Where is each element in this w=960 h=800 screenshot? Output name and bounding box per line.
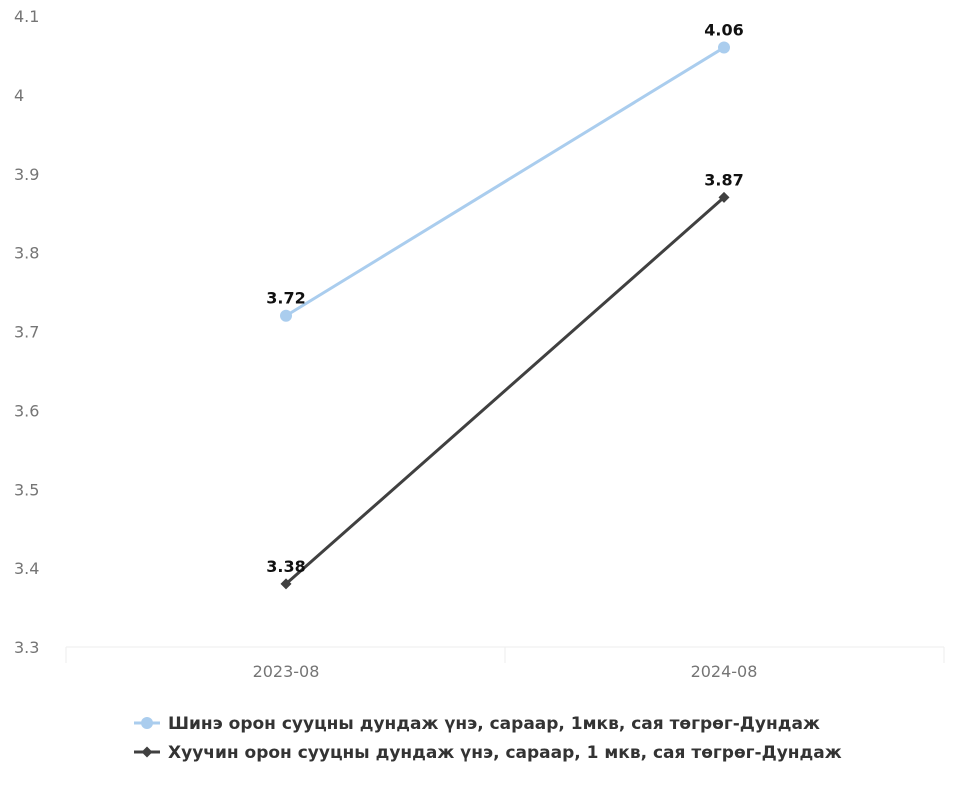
y-tick-label: 3.5	[14, 480, 39, 499]
chart-axes: 3.3 3.4 3.5 3.6 3.7 3.8 3.9 4 4.1 2023-08 2024-08	[14, 7, 945, 681]
data-point[interactable]	[718, 41, 730, 54]
y-tick-label: 3.3	[14, 638, 39, 657]
series-line[interactable]	[285, 196, 725, 586]
y-tick-label: 3.9	[14, 165, 39, 184]
y-tick-label: 3.6	[14, 401, 39, 420]
data-label: 3.72	[266, 289, 305, 308]
data-point[interactable]	[280, 309, 292, 322]
y-tick-label: 3.8	[14, 244, 39, 263]
legend-item-1[interactable]: Шинэ орон сууцны дундаж үнэ, сараар, 1мк…	[134, 714, 820, 734]
data-label: 4.06	[704, 21, 743, 40]
data-point[interactable]	[718, 191, 730, 203]
series-2: 3.38 3.87	[266, 170, 744, 590]
legend-marker[interactable]	[141, 746, 153, 758]
chart-series: 3.72 4.06 3.38 3.87	[266, 21, 744, 590]
legend-marker[interactable]	[141, 717, 153, 729]
chart-legend[interactable]: Шинэ орон сууцны дундаж үнэ, сараар, 1мк…	[134, 714, 842, 763]
legend-label: Шинэ орон сууцны дундаж үнэ, сараар, 1мк…	[168, 714, 820, 734]
y-tick-label: 4	[14, 86, 24, 105]
legend-label: Хуучин орон сууцны дундаж үнэ, сараар, 1…	[168, 743, 842, 763]
data-label: 3.38	[266, 557, 305, 576]
y-tick-label: 3.4	[14, 559, 39, 578]
legend-item-2[interactable]: Хуучин орон сууцны дундаж үнэ, сараар, 1…	[134, 743, 842, 763]
series-1: 3.72 4.06	[266, 21, 744, 322]
data-point[interactable]	[280, 578, 292, 590]
y-tick-label: 3.7	[14, 323, 39, 342]
x-tick-label: 2024-08	[691, 662, 758, 681]
series-line[interactable]	[285, 46, 725, 318]
data-label: 3.87	[704, 170, 743, 189]
x-tick-label: 2023-08	[253, 662, 320, 681]
y-tick-label: 4.1	[14, 7, 39, 26]
